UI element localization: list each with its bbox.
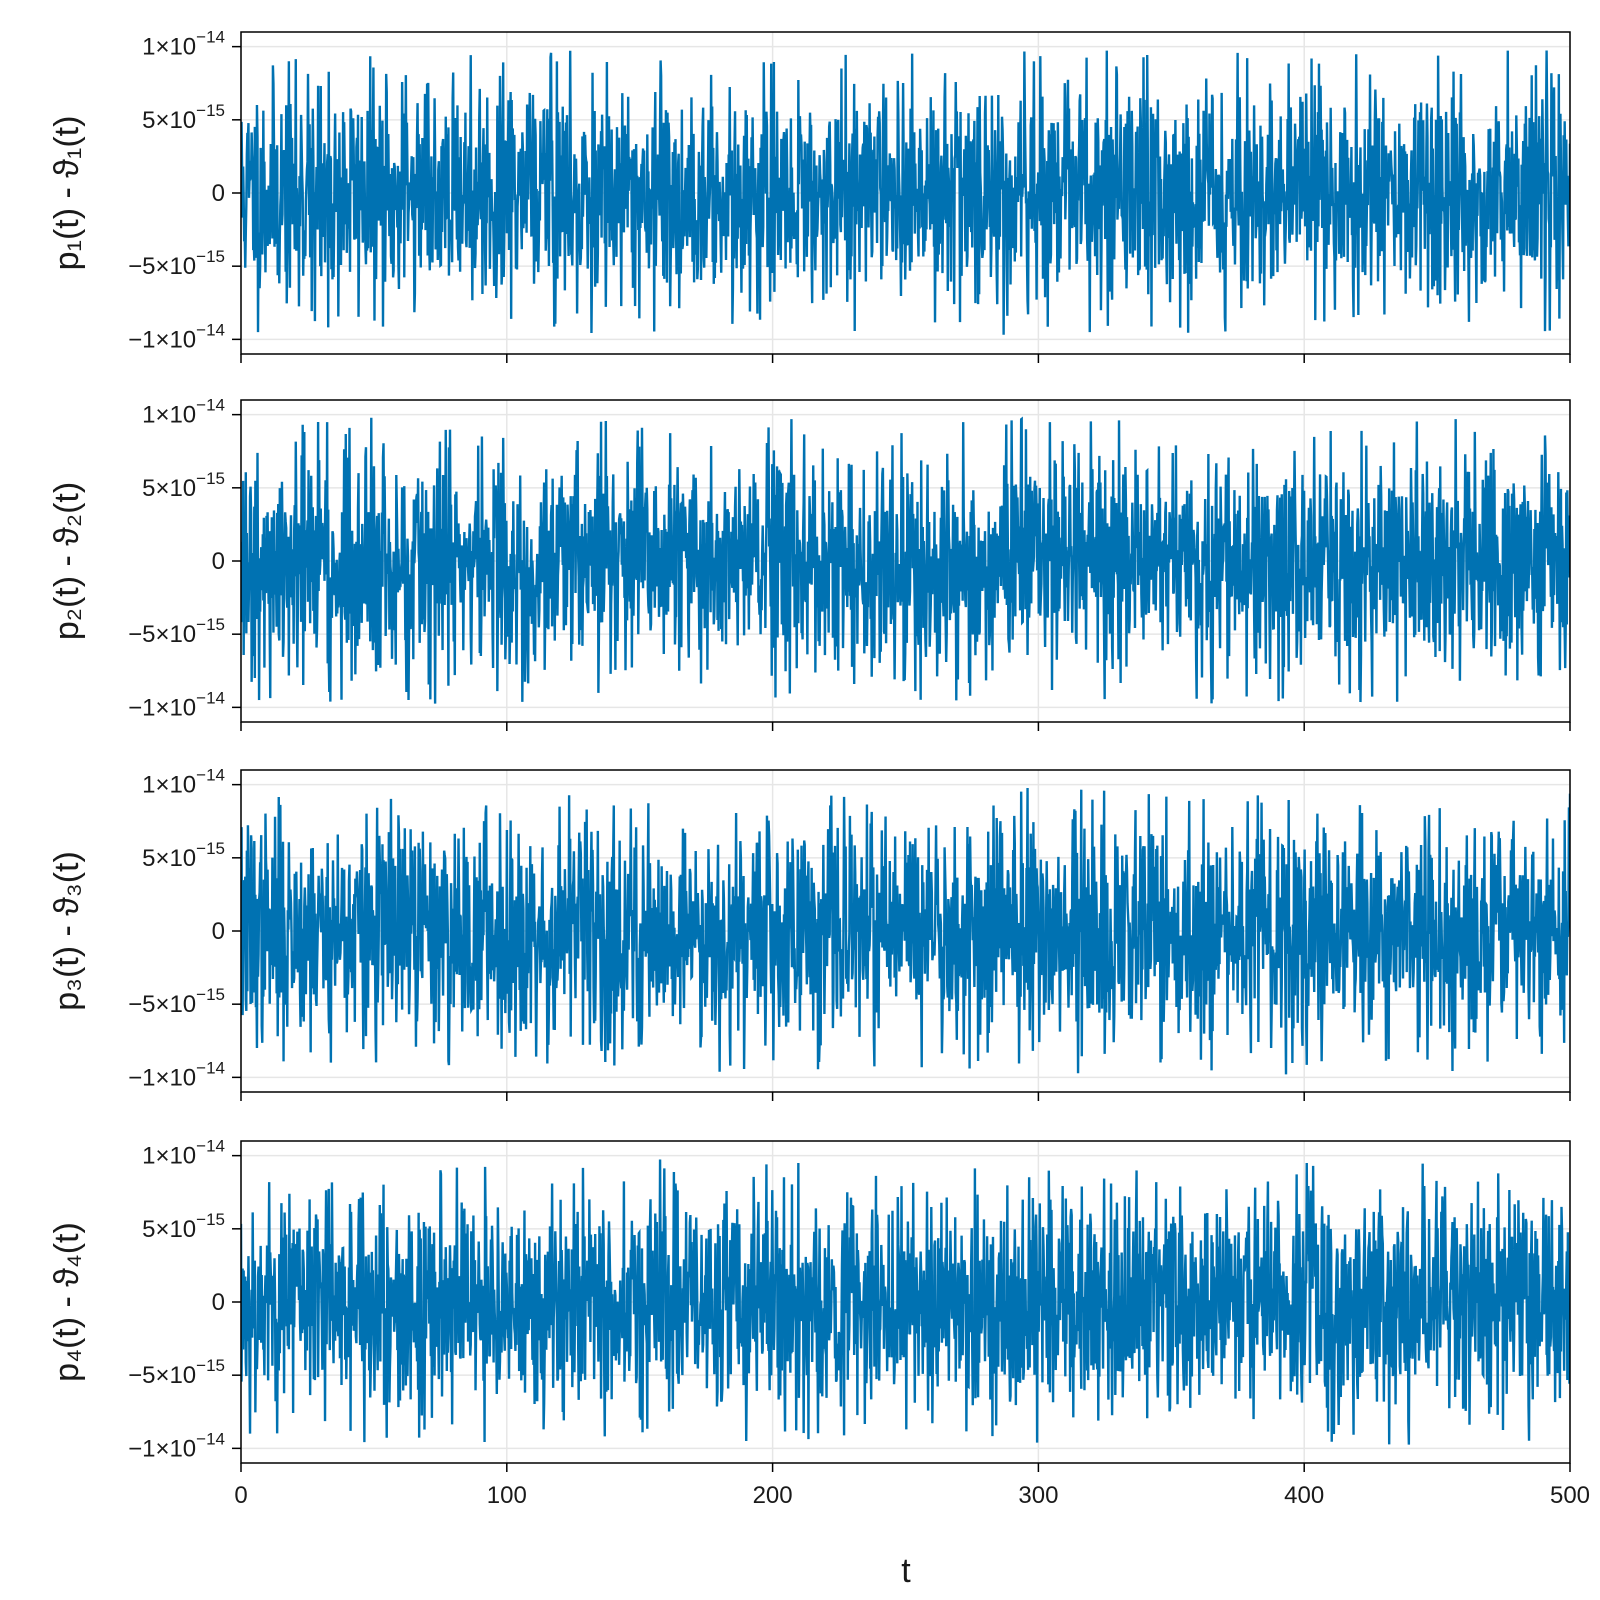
x-tick-label: 300 <box>1018 1482 1058 1509</box>
y-tick-label: 0 <box>212 180 225 207</box>
y-tick-label: −1×10−14 <box>128 1429 225 1462</box>
x-tick-label: 0 <box>234 1482 247 1509</box>
series-line-3-1 <box>241 787 1570 1075</box>
y-tick-label: −5×10−15 <box>128 1356 225 1389</box>
y-tick-label: −1×10−14 <box>128 320 225 353</box>
y-tick-label: −5×10−15 <box>128 247 225 280</box>
x-tick-label: 500 <box>1550 1482 1590 1509</box>
series-line-1-1 <box>241 50 1570 335</box>
subplot-4: 1×10−14 5×10−15 0 −5×10−15 −1×10−14 0 100 200 30… <box>48 1137 1590 1509</box>
y-tick-label: 0 <box>212 918 225 945</box>
x-tick-label: 400 <box>1284 1482 1324 1509</box>
x-tick-label: 200 <box>753 1482 793 1509</box>
y-axis-title: p₃(t) - ϑ₃(t) <box>48 851 86 1011</box>
x-axis-title: t <box>901 1552 911 1590</box>
series-line-2-1 <box>241 416 1570 704</box>
y-tick-label: 5×10−15 <box>142 839 225 872</box>
y-tick-label: 1×10−14 <box>142 396 225 429</box>
subplot-3: 1×10−14 5×10−15 0 −5×10−15 −1×10−14 p₃(t) - ϑ… <box>48 766 1571 1101</box>
subplot-1: 1×10−14 5×10−15 0 −5×10−15 −1×10−14 p₁(t) - ϑ… <box>48 28 1571 363</box>
y-tick-label: 5×10−15 <box>142 469 225 502</box>
y-axis-title: p₂(t) - ϑ₂(t) <box>48 482 86 640</box>
subplot-2: 1×10−14 5×10−15 0 −5×10−15 −1×10−14 p₂(t) - ϑ… <box>48 396 1571 731</box>
y-tick-label: 1×10−14 <box>142 1137 225 1170</box>
y-tick-label: 5×10−15 <box>142 1210 225 1243</box>
y-tick-label: −1×10−14 <box>128 1058 225 1091</box>
y-axis-title: p₄(t) - ϑ₄(t) <box>48 1222 86 1382</box>
y-tick-label: 1×10−14 <box>142 766 225 799</box>
series-line-4-1 <box>241 1159 1570 1445</box>
y-axis-title: p₁(t) - ϑ₁(t) <box>48 116 86 271</box>
y-tick-label: −1×10−14 <box>128 688 225 721</box>
y-tick-label: −5×10−15 <box>128 985 225 1018</box>
subplot-stack: 1×10−14 5×10−15 0 −5×10−15 −1×10−14 p₁(t) - ϑ… <box>48 28 1590 1509</box>
y-tick-label: 1×10−14 <box>142 28 225 61</box>
y-tick-label: −5×10−15 <box>128 615 225 648</box>
y-tick-label: 0 <box>212 548 225 575</box>
x-tick-label: 100 <box>487 1482 527 1509</box>
y-tick-label: 0 <box>212 1289 225 1316</box>
y-tick-label: 5×10−15 <box>142 101 225 134</box>
